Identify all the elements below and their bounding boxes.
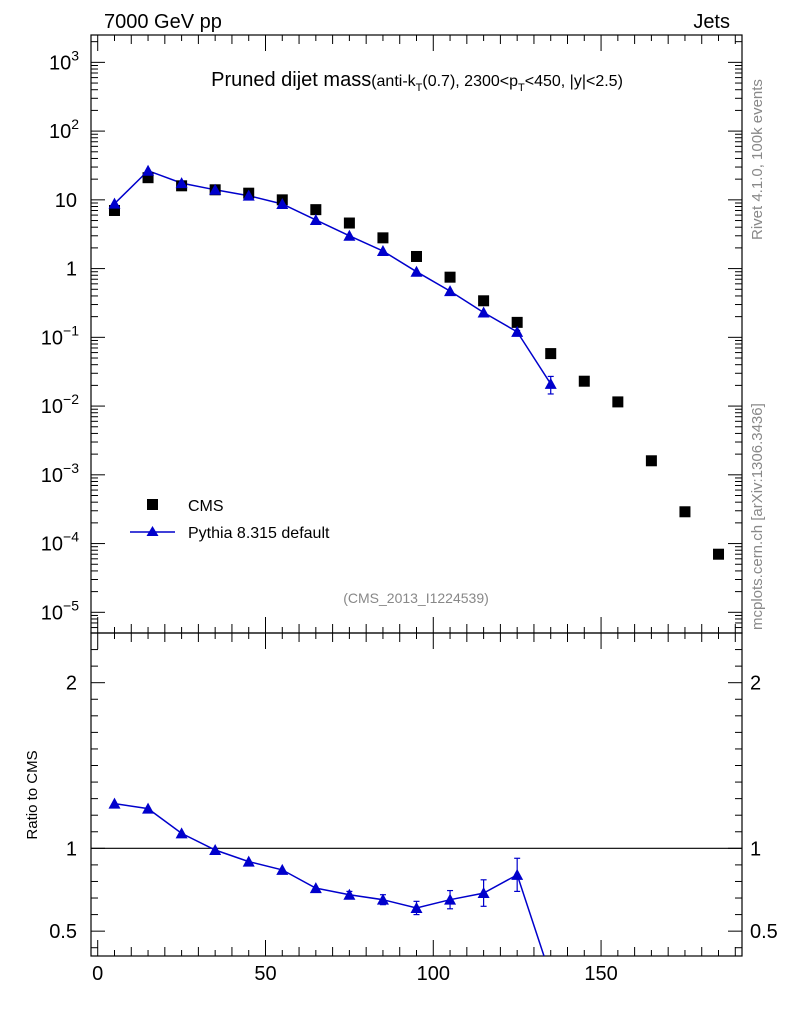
x-tick-label: 0 xyxy=(92,963,103,985)
y-tick-label: 103 xyxy=(49,47,79,74)
pythia-data-point xyxy=(276,198,289,210)
pythia-series-line xyxy=(113,169,552,385)
ratio-y-tick-label-right: 2 xyxy=(750,673,761,695)
subtitle-part-c: <450, |y|<2.5) xyxy=(525,73,623,90)
y-tick-label: 10−1 xyxy=(41,322,79,349)
ratio-data-point xyxy=(209,843,222,855)
legend-cms-label: CMS xyxy=(188,498,224,515)
ratio-data-point xyxy=(477,887,490,899)
pythia-data-point xyxy=(410,265,423,277)
ratio-y-tick-label-right: 1 xyxy=(750,838,761,860)
pythia-data-point xyxy=(108,197,121,209)
ratio-data-point xyxy=(511,868,524,880)
y-tick-label: 10 xyxy=(55,190,77,212)
y-tick-label: 10−4 xyxy=(41,529,79,556)
header-jets-label: Jets xyxy=(693,11,730,33)
pythia-data-point xyxy=(511,325,524,337)
ratio-y-tick-label-left: 2 xyxy=(66,673,77,695)
pythia-data-point xyxy=(376,245,389,257)
ratio-ylabel: Ratio to CMS xyxy=(24,750,41,839)
pythia-data-point xyxy=(242,189,255,201)
subtitle-part-a: (anti-k xyxy=(371,73,416,90)
pythia-data-point xyxy=(477,306,490,318)
pythia-data-point xyxy=(544,377,557,389)
y-tick-label: 10−2 xyxy=(41,391,79,418)
main-plot-frame xyxy=(90,34,743,634)
ratio-y-tick-label-left: 1 xyxy=(66,838,77,860)
cms-data-point xyxy=(713,548,725,560)
rivet-version-label: Rivet 4.1.0, 100k events xyxy=(749,79,766,240)
y-tick-label: 10−5 xyxy=(41,597,79,624)
pythia-data-point xyxy=(209,183,222,195)
cms-data-point xyxy=(645,455,657,467)
source-label: mcplots.cern.ch [arXiv:1306.3436] xyxy=(749,403,766,630)
ratio-data-point xyxy=(175,827,188,839)
pythia-data-point xyxy=(444,285,457,297)
cms-data-point xyxy=(377,232,389,244)
ratio-data-point xyxy=(376,893,389,905)
pythia-data-point xyxy=(343,229,356,241)
ratio-data-point xyxy=(276,863,289,875)
x-tick-label: 50 xyxy=(254,963,276,985)
cms-data-point xyxy=(578,375,590,387)
analysis-label: (CMS_2013_I1224539) xyxy=(343,590,489,606)
ratio-data-point xyxy=(108,797,121,809)
y-tick-label: 102 xyxy=(49,116,79,143)
header-energy-label: 7000 GeV pp xyxy=(104,11,222,33)
ratio-data-point xyxy=(242,855,255,867)
y-tick-label: 1 xyxy=(66,259,77,281)
cms-data-point xyxy=(545,348,557,360)
subtitle-part-b: (0.7), 2300<p xyxy=(422,73,518,90)
subtitle-sub-kt: T xyxy=(416,82,423,94)
cms-data-point xyxy=(343,217,355,229)
pythia-data-point xyxy=(309,213,322,225)
ratio-y-tick-label-left: 0.5 xyxy=(49,921,77,943)
ratio-data-point xyxy=(142,802,155,814)
ratio-y-tick-label-right: 0.5 xyxy=(750,921,778,943)
ratio-data-point xyxy=(444,893,457,905)
x-tick-label: 100 xyxy=(417,963,450,985)
ratio-data-point xyxy=(309,882,322,894)
ratio-data-point xyxy=(410,901,423,913)
pythia-data-point xyxy=(175,177,188,189)
plot-title: Pruned dijet mass(anti-kT(0.7), 2300<pT<… xyxy=(211,69,623,94)
cms-data-point xyxy=(444,271,456,283)
legend-pythia-marker xyxy=(146,526,159,536)
cms-data-point xyxy=(511,316,523,328)
ratio-data-marks xyxy=(91,797,742,957)
ratio-series-line xyxy=(114,802,545,957)
cms-data-point xyxy=(478,295,490,307)
cms-data-point xyxy=(612,396,624,408)
cms-data-point xyxy=(679,506,691,518)
cms-data-point xyxy=(142,172,154,184)
cms-data-point xyxy=(411,250,422,262)
x-tick-label: 150 xyxy=(584,963,617,985)
main-data-marks xyxy=(108,164,725,560)
pythia-data-point xyxy=(142,164,155,176)
plot-title-main: Pruned dijet mass xyxy=(211,69,371,91)
ratio-data-point xyxy=(343,888,356,900)
subtitle-sub-pt: T xyxy=(518,82,525,94)
cms-data-point xyxy=(310,204,322,216)
legend: CMS Pythia 8.315 default xyxy=(130,498,330,542)
ratio-axis-ticks: 0 50 100 150 0.5 0.5 1 1 2 2 xyxy=(49,633,778,985)
cms-data-point xyxy=(108,204,120,216)
y-tick-label: 10−3 xyxy=(41,460,79,487)
legend-pythia-label: Pythia 8.315 default xyxy=(188,525,330,542)
legend-cms-marker xyxy=(147,499,158,510)
